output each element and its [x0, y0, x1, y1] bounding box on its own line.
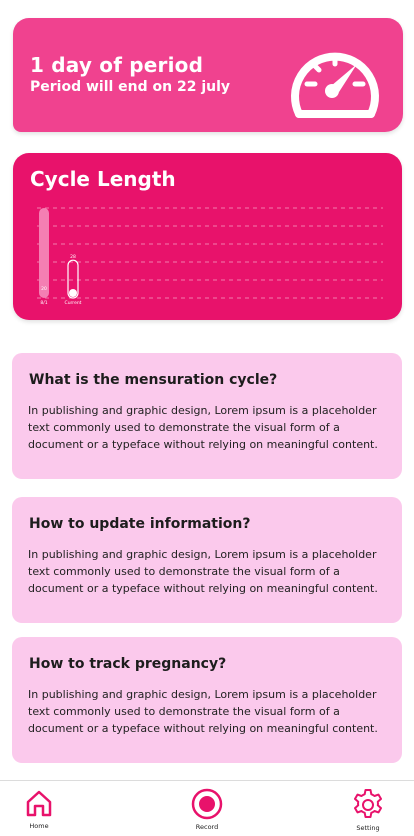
home-icon	[26, 790, 52, 817]
nav-record[interactable]: Record	[172, 781, 242, 836]
faq-question: How to update information?	[29, 516, 251, 532]
cycle-bar-label: 8/1	[40, 300, 47, 306]
faq-card-pregnancy[interactable]: How to track pregnancy? In publishing an…	[12, 637, 402, 763]
period-status-card: 1 day of period Period will end on 22 ju…	[13, 18, 403, 132]
faq-question: How to track pregnancy?	[29, 656, 227, 672]
cycle-bar-marker	[69, 289, 77, 297]
cycle-bar-value: 28	[70, 254, 76, 260]
cycle-bar-shape	[67, 259, 79, 299]
gear-icon	[354, 789, 382, 818]
cycle-length-title: Cycle Length	[30, 167, 176, 191]
faq-card-update[interactable]: How to update information? In publishing…	[12, 497, 402, 623]
period-end-subtitle: Period will end on 22 july	[30, 79, 231, 95]
cycle-bar-label: Current	[65, 300, 82, 306]
nav-setting-label: Setting	[356, 824, 380, 832]
nav-setting[interactable]: Setting	[333, 781, 403, 836]
bottom-navigation: Home Record Setting	[0, 780, 414, 836]
cycle-bar-value: 20	[41, 286, 47, 292]
cycle-length-chart: 20 8/1 28 Current	[37, 207, 383, 306]
cycle-bar: 20 8/1	[39, 208, 49, 306]
record-icon	[191, 788, 223, 820]
faq-card-cycle[interactable]: What is the mensuration cycle? In publis…	[12, 353, 402, 479]
faq-answer: In publishing and graphic design, Lorem …	[28, 548, 378, 595]
nav-home-label: Home	[29, 822, 49, 830]
speedometer-icon	[291, 52, 379, 118]
faq-answer: In publishing and graphic design, Lorem …	[28, 404, 378, 451]
cycle-bar-shape	[39, 208, 49, 298]
cycle-bar: 28 Current	[65, 254, 82, 306]
period-day-title: 1 day of period	[30, 53, 204, 77]
cycle-length-card: Cycle Length 20 8/1 28 Current	[13, 153, 402, 320]
chart-gridlines	[37, 207, 383, 299]
faq-answer: In publishing and graphic design, Lorem …	[28, 688, 378, 735]
faq-question: What is the mensuration cycle?	[29, 372, 278, 388]
nav-record-label: Record	[195, 823, 219, 831]
nav-home[interactable]: Home	[4, 781, 74, 836]
